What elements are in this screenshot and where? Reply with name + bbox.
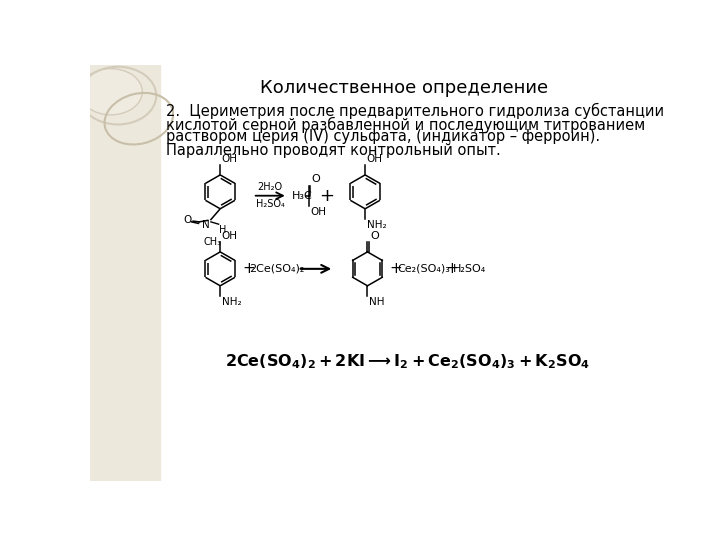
- Bar: [90, 65, 160, 481]
- Text: N: N: [202, 220, 210, 231]
- Text: OH: OH: [366, 154, 382, 164]
- Text: NH₂: NH₂: [366, 220, 387, 231]
- Text: OH: OH: [222, 231, 238, 241]
- Text: O: O: [311, 174, 320, 184]
- Text: OH: OH: [222, 154, 238, 164]
- Text: Параллельно проводят контрольный опыт.: Параллельно проводят контрольный опыт.: [166, 143, 500, 158]
- Text: CH₃: CH₃: [203, 237, 222, 246]
- Text: H₂SO₄: H₂SO₄: [453, 264, 486, 274]
- Text: 2.  Цериметрия после предварительного гидролиза субстанции: 2. Цериметрия после предварительного гид…: [166, 103, 664, 119]
- Text: +: +: [445, 261, 458, 276]
- Text: $\mathbf{2Ce(SO_4)_2 + 2KI \longrightarrow I_2 + Ce_2(SO_4)_3 + K_2SO_4}$: $\mathbf{2Ce(SO_4)_2 + 2KI \longrightarr…: [225, 352, 590, 370]
- Text: Количественное определение: Количественное определение: [260, 79, 548, 97]
- Text: +: +: [319, 187, 334, 205]
- Text: O: O: [371, 231, 379, 241]
- Text: O: O: [184, 214, 192, 225]
- Text: NH₂: NH₂: [222, 298, 241, 307]
- Text: +: +: [389, 261, 402, 276]
- Text: H: H: [220, 225, 227, 235]
- Text: H₂SO₄: H₂SO₄: [256, 199, 284, 209]
- Text: раствором церия (IV) сульфата, (индикатор – ферроин).: раствором церия (IV) сульфата, (индикато…: [166, 130, 600, 145]
- Text: +: +: [242, 261, 255, 276]
- Text: H₃C: H₃C: [292, 191, 312, 201]
- Text: 2Ce(SO₄)₂: 2Ce(SO₄)₂: [249, 264, 305, 274]
- Ellipse shape: [79, 69, 143, 115]
- Text: OH: OH: [310, 207, 326, 217]
- Text: Ce₂(SO₄)₃: Ce₂(SO₄)₃: [397, 264, 450, 274]
- Text: кислотой серной разбавленной и последующим титрованием: кислотой серной разбавленной и последующ…: [166, 117, 645, 132]
- Text: NH: NH: [369, 298, 384, 307]
- Text: 2H₂O: 2H₂O: [258, 182, 283, 192]
